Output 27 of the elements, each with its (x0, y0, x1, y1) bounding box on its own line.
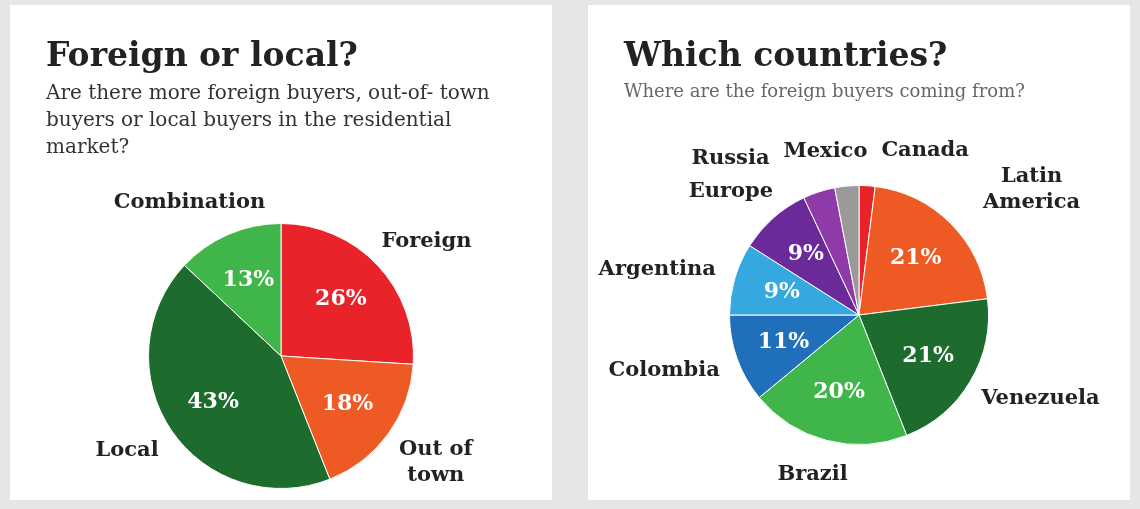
data-label: 21% (890, 242, 942, 269)
slice-label: Foreign (381, 226, 472, 252)
chart-subtitle: Are there more foreign buyers, out-of- town buyers or local buyers in the residential market? (46, 79, 491, 160)
chart-title: Which countries? (624, 35, 948, 74)
data-label: 9% (763, 277, 801, 304)
chart-subtitle: Where are the foreign buyers coming from? (624, 79, 1026, 103)
slice-label: Local (95, 435, 159, 461)
slice-label: Combination (113, 187, 266, 213)
data-label: 26% (315, 284, 367, 311)
data-label: 21% (902, 340, 954, 367)
slice-label: Latin America (981, 161, 1081, 213)
data-label: 43% (187, 386, 239, 413)
data-label: 18% (321, 389, 374, 416)
data-label: 9% (787, 239, 825, 266)
slice-label: Out of town (398, 434, 475, 486)
data-label: 13% (222, 265, 275, 292)
slice-label: Brazil (777, 459, 848, 485)
data-label: 20% (813, 377, 865, 404)
chart-title: Foreign or local? (46, 35, 358, 74)
slice-label: Venezuela (980, 384, 1101, 410)
slice-label: Argentina (597, 254, 717, 280)
slice-label: Russia (691, 144, 770, 169)
slice-label: Canada (881, 136, 970, 162)
slice-label: Europe (688, 177, 774, 203)
data-label: 11% (757, 326, 810, 353)
slice-label: Colombia (608, 356, 721, 382)
slice-label: Mexico (783, 136, 868, 162)
